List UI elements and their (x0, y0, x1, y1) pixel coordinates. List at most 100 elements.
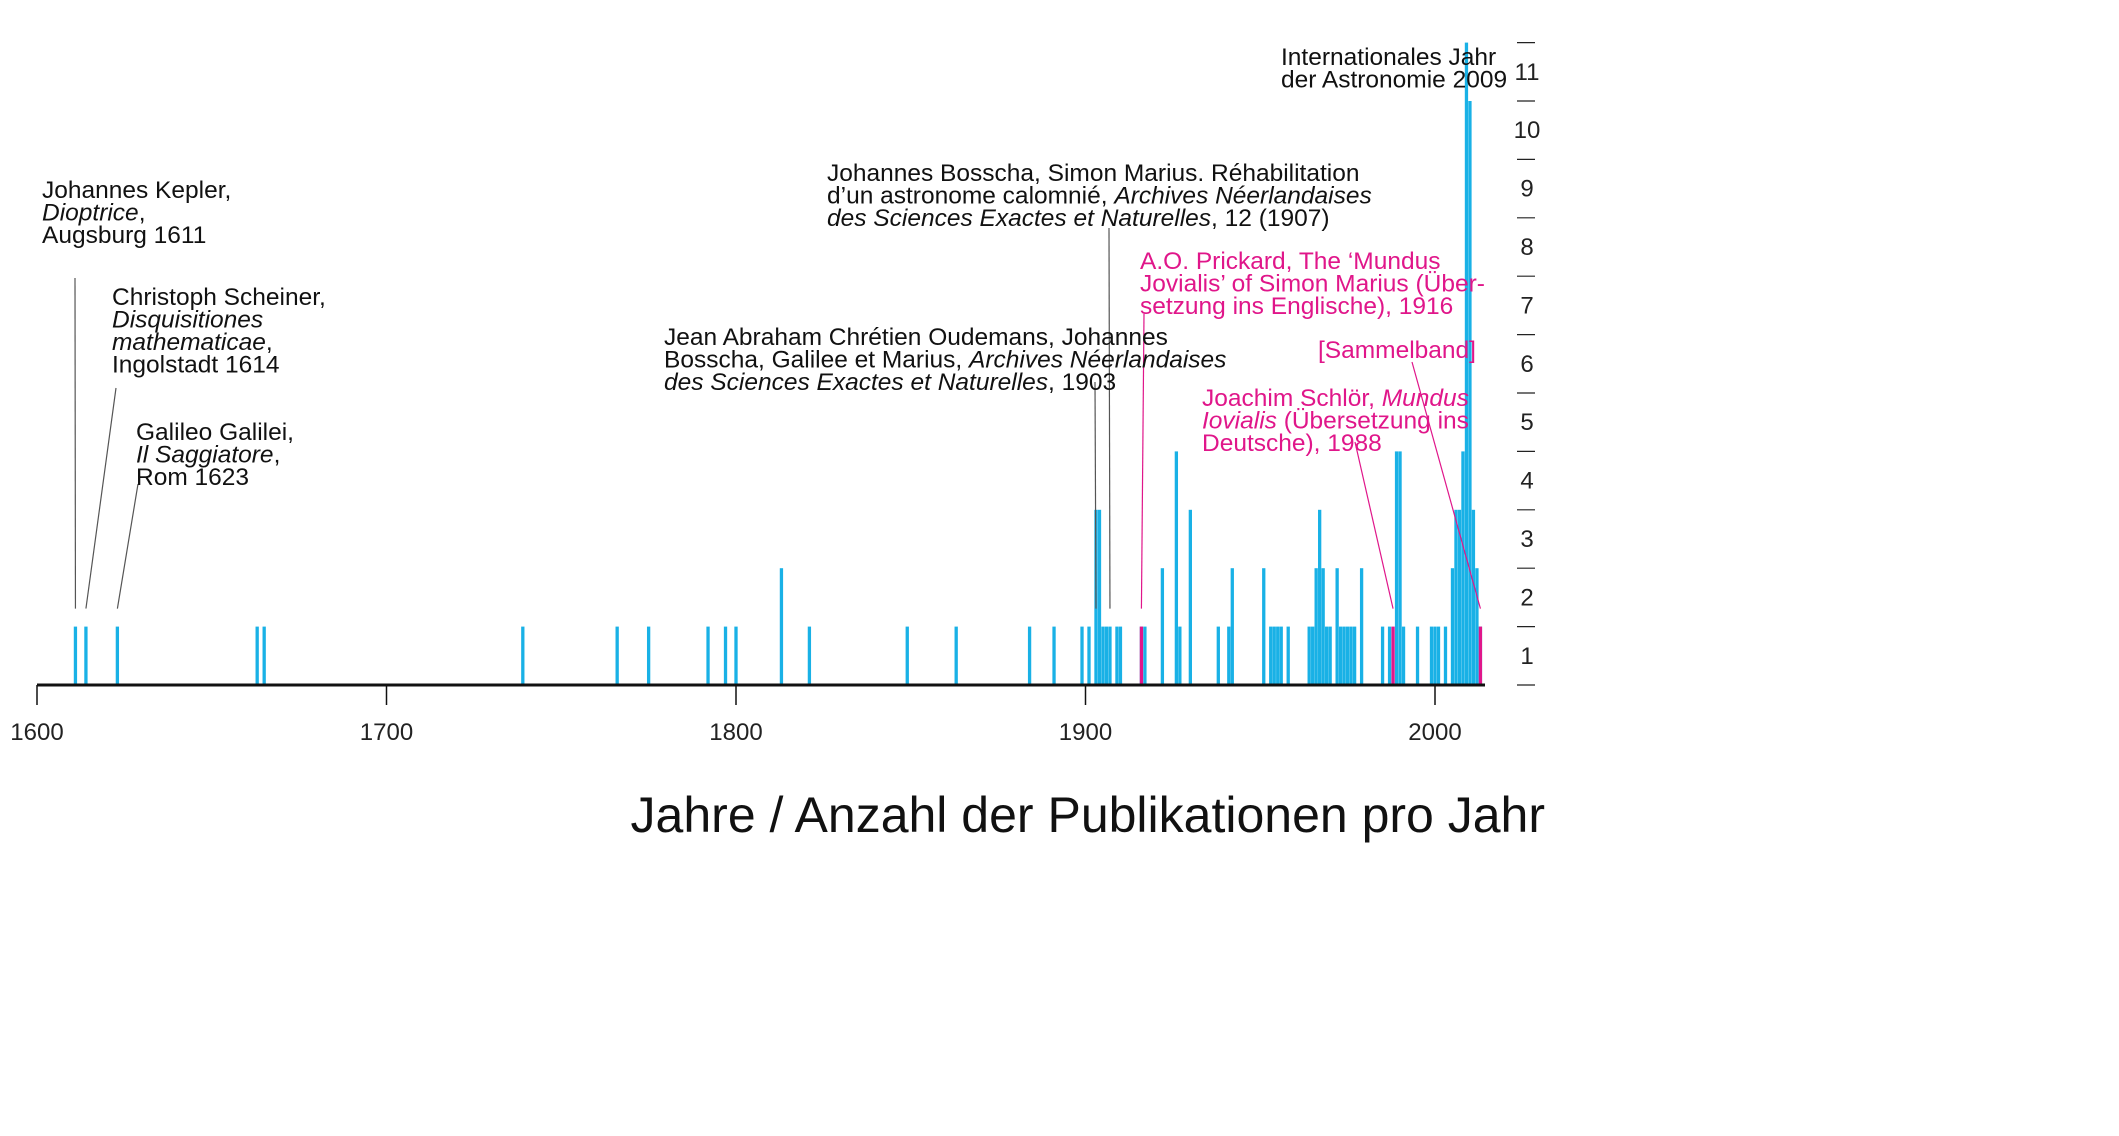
bar-1800 (734, 626, 738, 685)
bar-1938 (1216, 626, 1220, 685)
bar-1623 (115, 626, 120, 685)
x-tick-label-1800: 1800 (709, 719, 762, 746)
bar-1614 (84, 626, 88, 685)
annotation-1916-line-1-part-0: Jovialis’ of Simon Marius (Über- (1140, 271, 1485, 298)
annotation-1916-line-0-part-0: A.O. Prickard, The ‘Mundus (1140, 248, 1440, 275)
bar-1966 (1314, 568, 1318, 685)
annotation-1903-line-1-part-1: Archives Néerlandaises (967, 347, 1226, 374)
bar-1665 (262, 626, 266, 685)
y-tick-label-2: 2 (1520, 584, 1533, 611)
bar-1974 (1342, 626, 1346, 685)
annotation-1907: Johannes Bosscha, Simon Marius. Réhabili… (827, 160, 1372, 232)
bar-1976 (1349, 626, 1353, 685)
bar-1972 (1335, 568, 1339, 685)
bar-1968 (1321, 568, 1325, 685)
bar-1973 (1338, 626, 1343, 685)
bar-1951 (1262, 568, 1266, 685)
bar-1991 (1401, 626, 1406, 685)
x-tick-label-2000: 2000 (1408, 719, 1461, 746)
bar-1901 (1087, 626, 1091, 685)
annotation-2009-line-1-part-0: der Astronomie 2009 (1281, 67, 1507, 94)
annotation-1907-line-1-part-1: Archives Néerlandaises (1112, 183, 1371, 210)
bar-1967 (1318, 509, 1322, 685)
bar-1989 (1394, 451, 1399, 685)
bar-1953 (1269, 626, 1273, 685)
bar-1905 (1101, 626, 1105, 685)
annotation-1907-line-1-part-0: d’un astronome calomnié, (827, 183, 1114, 210)
bar-1979 (1359, 568, 1364, 685)
annotation-1903-line-1-part-0: Bosscha, Galilee et Marius, (664, 347, 969, 374)
annotation-1611-line-1-part-1: , (139, 200, 146, 227)
annotation-1988-line-0-part-0: Joachim Schlör, (1202, 385, 1382, 412)
annotation-1623: Galileo Galilei, Il Saggiatore, Rom 1623 (136, 419, 294, 491)
bar-2005 (1450, 568, 1455, 685)
bar-2011 (1471, 509, 1476, 685)
bar-1999 (1429, 626, 1434, 685)
y-ticks-group: 1 2 3 4 5 6 7 8 9 10 11 (1514, 41, 1541, 686)
bar-1985 (1380, 626, 1385, 685)
bar-1813 (779, 568, 784, 685)
y-tick-label-7: 7 (1520, 292, 1533, 319)
bar-1995 (1415, 626, 1420, 685)
bar-1955 (1276, 626, 1280, 685)
bar-1907 (1108, 626, 1112, 685)
annotation-1903-line-0-part-0: Jean Abraham Chrétien Oudemans, Johannes (664, 324, 1168, 351)
y-tick-label-3: 3 (1520, 526, 1533, 553)
bar-1930 (1188, 509, 1192, 685)
bar-1775 (646, 626, 651, 685)
bar-1958 (1286, 626, 1290, 685)
annotation-1907-line-0-part-0: Johannes Bosscha, Simon Marius. Réhabili… (827, 160, 1359, 187)
leader-line-1623 (116, 483, 139, 609)
y-tick-label-11: 11 (1515, 59, 1540, 86)
bar-2012 (1475, 568, 1479, 685)
bar-1899 (1080, 626, 1084, 685)
bar-2000 (1433, 626, 1437, 685)
bar-1965 (1311, 626, 1315, 685)
bar-1954 (1272, 626, 1276, 685)
bar-1904 (1097, 509, 1102, 685)
bar-1663 (255, 626, 259, 685)
annotation-2013-line-0-part-0: [Sammelband] (1318, 337, 1476, 364)
bar-1977 (1352, 626, 1357, 685)
bar-1906 (1104, 626, 1109, 685)
annotation-1903-line-2-part-1: , 1903 (1048, 369, 1116, 396)
annotation-1614-line-0-part-0: Christoph Scheiner, (112, 284, 326, 311)
bar-2013-translation (1478, 626, 1483, 685)
bar-2009 (1464, 42, 1469, 686)
annotation-leaders-group (74, 227, 1482, 609)
bar-1970 (1328, 626, 1332, 685)
annotation-1903-line-2-part-0: des Sciences Exactes et Naturelles (664, 369, 1048, 396)
annotation-1907-line-2-part-1: , 12 (1907) (1211, 205, 1330, 232)
bar-1884 (1027, 626, 1032, 685)
annotation-1916: A.O. Prickard, The ‘Mundus Jovialis’ of S… (1140, 248, 1485, 320)
annotation-1988: Joachim Schlör, Mundus Iovialis (Übersetz… (1202, 385, 1469, 457)
bar-1927 (1178, 626, 1182, 685)
annotation-1907-line-2-part-0: des Sciences Exactes et Naturelles (827, 205, 1211, 232)
bar-2003 (1443, 626, 1448, 685)
annotation-1623-line-1-part-0: Il Saggiatore (136, 442, 274, 469)
leader-line-2013 (1411, 361, 1482, 609)
bar-1922 (1160, 568, 1165, 685)
annotation-1623-line-2-part-0: Rom 1623 (136, 464, 249, 491)
x-tick-label-1900: 1900 (1059, 719, 1112, 746)
bar-1969 (1325, 626, 1329, 685)
bar-1987 (1387, 626, 1392, 685)
y-tick-label-9: 9 (1520, 176, 1533, 203)
annotations-group: Johannes Kepler, Dioptrice, Augsburg 1611C… (42, 44, 1507, 491)
annotation-1614-line-3-part-0: Ingolstadt 1614 (112, 352, 280, 379)
annotation-1988-line-0-part-1: Mundus (1382, 385, 1469, 412)
bar-1739 (521, 626, 525, 685)
y-tick-label-4: 4 (1520, 468, 1533, 495)
bar-1926 (1174, 451, 1179, 685)
y-tick-label-8: 8 (1520, 234, 1533, 261)
y-tick-label-10: 10 (1514, 117, 1541, 144)
leader-line-1988 (1354, 441, 1394, 609)
y-tick-label-5: 5 (1520, 409, 1533, 436)
y-tick-label-1: 1 (1520, 643, 1533, 670)
bar-1975 (1345, 626, 1350, 685)
bar-1863 (954, 626, 958, 685)
annotation-1611-line-2-part-0: Augsburg 1611 (42, 222, 206, 249)
bar-2001 (1436, 626, 1441, 685)
leader-line-1907 (1108, 227, 1111, 609)
bar-1964 (1307, 626, 1311, 685)
